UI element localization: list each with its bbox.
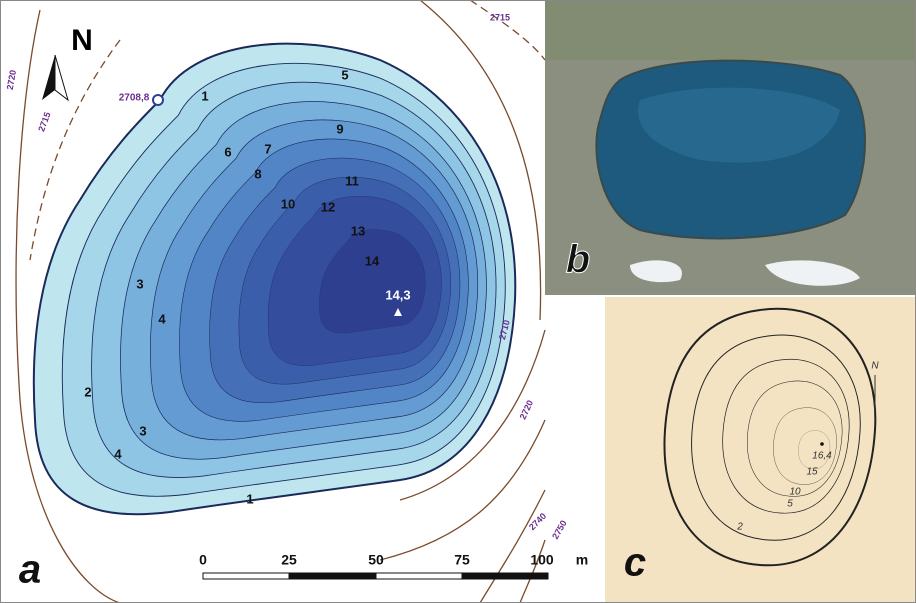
panel-c: N 16,4 15 10 5 2 c — [605, 297, 916, 603]
panel-b: b — [545, 0, 916, 295]
depth-label: 8 — [254, 166, 261, 181]
depth-label: 2 — [84, 384, 91, 399]
depth-label: 5 — [341, 67, 348, 82]
scale-segment — [289, 573, 376, 579]
depth-label: 9 — [336, 121, 343, 136]
depth-label: 10 — [281, 196, 295, 211]
panel-letter: b — [566, 238, 590, 282]
scale-label: 25 — [281, 552, 297, 568]
elevation-label: 2715 — [490, 12, 510, 22]
old-contour-label: 2 — [736, 522, 743, 533]
old-contour-label: 15 — [806, 467, 818, 478]
scale-segment — [203, 573, 289, 579]
depth-label: 11 — [345, 173, 359, 188]
scale-segment — [376, 573, 462, 579]
panel-a: N 2708,8 14,3 1 5 9 6 7 8 11 10 12 13 14… — [0, 0, 588, 603]
scale-label: 100 — [530, 552, 554, 568]
page: {"panels": { "a": {"letter": "a", "north… — [0, 0, 916, 603]
scale-unit: m — [576, 552, 588, 568]
shore-point — [153, 95, 163, 105]
old-contour-label: 5 — [787, 499, 793, 510]
panel-background — [605, 297, 916, 603]
depth-label: 13 — [351, 223, 365, 238]
panel-letter: a — [19, 548, 41, 592]
max-depth-label: 14,3 — [385, 287, 410, 302]
old-contour-label: 16,4 — [812, 451, 832, 462]
depth-label: 4 — [114, 446, 122, 461]
depth-label: 7 — [264, 141, 271, 156]
scale-label: 0 — [199, 552, 207, 568]
old-contour-label: 10 — [789, 487, 801, 498]
depth-label: 4 — [158, 311, 166, 326]
old-max-depth-point — [820, 442, 824, 446]
panel-letter: c — [624, 541, 646, 585]
depth-label: 3 — [139, 423, 146, 438]
depth-label: 12 — [321, 199, 335, 214]
depth-label: 3 — [136, 276, 143, 291]
depth-label: 1 — [246, 491, 253, 506]
shore-point-label: 2708,8 — [119, 93, 150, 104]
figure: N 2708,8 14,3 1 5 9 6 7 8 11 10 12 13 14… — [0, 0, 916, 603]
scale-label: 50 — [368, 552, 384, 568]
depth-label: 14 — [365, 253, 380, 268]
scale-label: 75 — [454, 552, 470, 568]
north-label: N — [71, 24, 93, 57]
photo-slope — [545, 0, 916, 60]
scale-segment — [462, 573, 548, 579]
elevation-label: 2750 — [550, 519, 569, 541]
depth-label: 1 — [201, 88, 208, 103]
depth-label: 6 — [224, 144, 231, 159]
old-north-label: N — [871, 361, 879, 372]
